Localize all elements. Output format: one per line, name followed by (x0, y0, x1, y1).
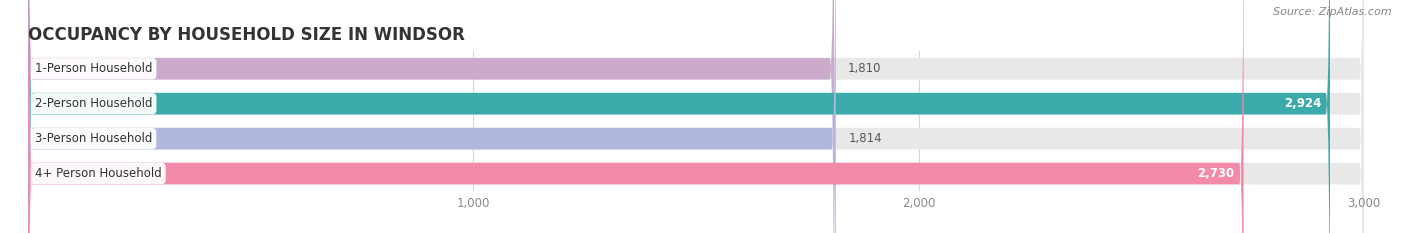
FancyBboxPatch shape (28, 0, 835, 233)
Text: 2-Person Household: 2-Person Household (35, 97, 152, 110)
Text: 2,730: 2,730 (1198, 167, 1234, 180)
Text: 1,810: 1,810 (848, 62, 880, 75)
FancyBboxPatch shape (28, 0, 1364, 233)
FancyBboxPatch shape (28, 0, 1364, 233)
FancyBboxPatch shape (28, 0, 1243, 233)
FancyBboxPatch shape (28, 0, 1364, 233)
Text: OCCUPANCY BY HOUSEHOLD SIZE IN WINDSOR: OCCUPANCY BY HOUSEHOLD SIZE IN WINDSOR (28, 26, 465, 44)
Text: 3-Person Household: 3-Person Household (35, 132, 152, 145)
Text: 4+ Person Household: 4+ Person Household (35, 167, 162, 180)
FancyBboxPatch shape (28, 0, 1330, 233)
FancyBboxPatch shape (28, 0, 834, 233)
Text: 1,814: 1,814 (849, 132, 883, 145)
Text: Source: ZipAtlas.com: Source: ZipAtlas.com (1274, 7, 1392, 17)
Text: 2,924: 2,924 (1284, 97, 1322, 110)
Text: 1-Person Household: 1-Person Household (35, 62, 152, 75)
FancyBboxPatch shape (28, 0, 1364, 233)
